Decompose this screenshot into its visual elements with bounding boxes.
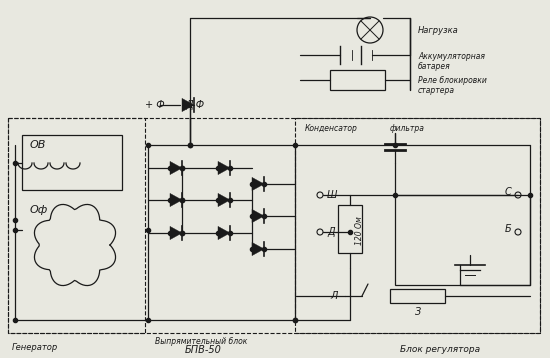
Text: Аккумуляторная
батарея: Аккумуляторная батарея (418, 52, 485, 71)
Text: Д Ф: Д Ф (185, 100, 204, 110)
Text: Л: Л (330, 291, 337, 301)
Polygon shape (252, 209, 264, 223)
Text: фильтра: фильтра (390, 124, 425, 132)
Bar (295, 118, 540, 333)
Bar (390, 289, 445, 303)
Text: Ш: Ш (327, 190, 337, 200)
Text: Выпрямительный блок: Выпрямительный блок (155, 338, 248, 347)
Bar (395, 195, 530, 285)
Polygon shape (182, 98, 194, 112)
Text: Реле блокировки
стартера: Реле блокировки стартера (418, 76, 487, 95)
Text: Оф: Оф (30, 205, 48, 215)
Bar (330, 70, 385, 90)
Text: Блок регулятора: Блок регулятора (400, 345, 480, 354)
Text: Б: Б (505, 224, 512, 234)
Text: С: С (505, 187, 512, 197)
Text: З: З (415, 307, 421, 317)
Polygon shape (170, 161, 182, 175)
Text: Генератор: Генератор (12, 343, 58, 353)
Polygon shape (218, 161, 230, 175)
Text: + Ф: + Ф (145, 100, 164, 110)
Polygon shape (218, 226, 230, 240)
Polygon shape (170, 226, 182, 240)
Polygon shape (252, 242, 264, 256)
Text: 120 Ом: 120 Ом (355, 217, 364, 245)
Bar (338, 205, 362, 253)
Bar (8, 118, 145, 333)
Bar (22, 135, 122, 190)
Text: Д: Д (327, 227, 334, 237)
Polygon shape (218, 193, 230, 207)
Polygon shape (170, 193, 182, 207)
Polygon shape (252, 178, 264, 190)
Text: ОВ: ОВ (30, 140, 46, 150)
Bar (8, 118, 540, 333)
Text: Конденсатор: Конденсатор (305, 124, 358, 132)
Text: Нагрузка: Нагрузка (418, 25, 459, 34)
Text: БПВ-50: БПВ-50 (185, 345, 222, 355)
